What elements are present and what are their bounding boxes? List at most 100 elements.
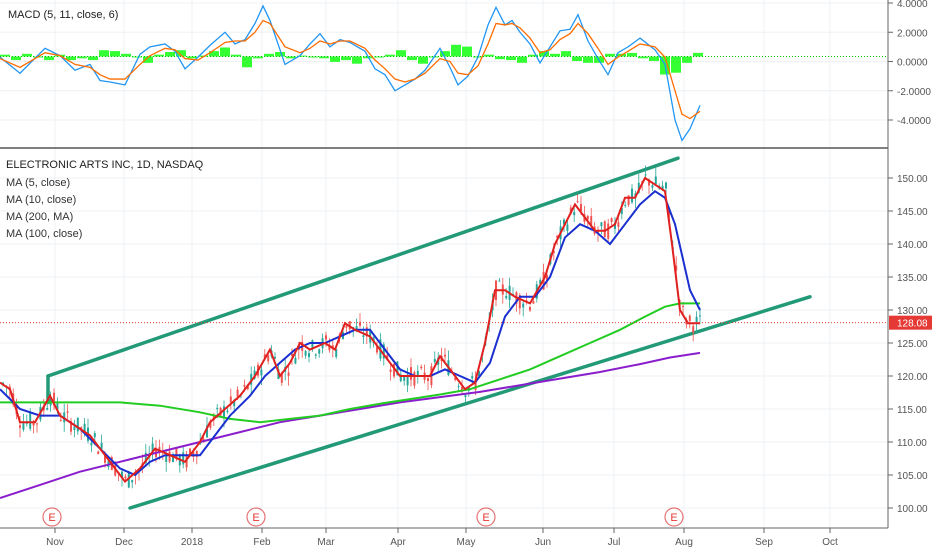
candle-body-52	[178, 455, 181, 466]
candle-body-191	[651, 185, 654, 188]
candle-body-175	[597, 231, 599, 233]
candle-body-167	[569, 207, 572, 214]
xtick-label-9: Aug	[675, 537, 693, 548]
macd-hist-bar-17	[187, 56, 197, 59]
candle-body-82	[280, 372, 283, 383]
macd-hist-bar-24	[264, 53, 274, 57]
macd-title: MACD (5, 11, close, 6)	[8, 9, 118, 21]
candle-body-177	[603, 221, 606, 238]
macd-ytick-label-3: -2.0000	[897, 87, 931, 98]
candle-body-183	[624, 204, 627, 206]
earnings-marker-2	[476, 507, 496, 527]
indicator-ma100[interactable]: MA (100, close)	[6, 228, 82, 240]
macd-hist-bar-10	[110, 51, 120, 57]
candle-body-44	[151, 443, 154, 453]
candle-body-67	[229, 396, 232, 403]
candle-body-16	[56, 401, 59, 410]
indicator-ma10[interactable]: MA (10, close)	[6, 194, 76, 206]
macd-hist-bar-36	[396, 50, 406, 57]
candle-body-178	[607, 223, 610, 239]
candle-body-110	[376, 346, 378, 353]
candle-body-203	[692, 326, 695, 333]
macd-ytick-label-4: -4.0000	[897, 116, 931, 127]
candle-body-57	[195, 450, 198, 457]
candle-body-10	[36, 423, 38, 425]
candle-body-182	[620, 208, 623, 215]
macd-hist-bar-29	[319, 56, 329, 59]
indicator-ma5[interactable]: MA (5, close)	[6, 177, 70, 189]
price-ma-lines	[0, 176, 701, 500]
macd-hist-bar-0	[0, 54, 10, 57]
xtick-label-2: 2018	[181, 537, 204, 548]
candle-body-60	[206, 425, 208, 438]
series-ma-5-close-	[0, 176, 700, 484]
macd-series-macd	[0, 4, 701, 142]
candle-body-17	[59, 419, 62, 421]
macd-hist-bar-27	[297, 55, 307, 57]
macd-hist-bar-20	[220, 47, 230, 57]
xtick-label-10: Sep	[755, 537, 773, 548]
candle-body-96	[328, 345, 331, 351]
x-ticks: Nov Dec 2018 Feb Mar Apr May Jun Jul Aug Sep Oct	[46, 528, 838, 548]
indicator-ma200[interactable]: MA (200, MA)	[6, 211, 73, 223]
earnings-marker-label-3: E	[670, 512, 677, 524]
candle-body-71	[243, 384, 246, 387]
macd-hist-bar-52	[572, 56, 582, 61]
candle-body-91	[311, 340, 314, 349]
macd-hist-bar-59	[649, 56, 659, 61]
candle-body-148	[505, 296, 508, 299]
candle-body-196	[668, 210, 671, 215]
candle-body-160	[546, 275, 548, 282]
candle-body-90	[308, 353, 310, 358]
macd-hist-bar-58	[638, 56, 648, 59]
macd-hist-bar-7	[77, 56, 87, 59]
candle-body-38	[131, 480, 134, 483]
candle-body-21	[73, 426, 76, 431]
macd-ytick-label-0: 4.0000	[897, 0, 928, 10]
candle-body-77	[263, 354, 266, 359]
candle-body-165	[563, 219, 565, 225]
price-ytick-label-4: 130.00	[897, 306, 928, 317]
macd-series-signal	[0, 19, 701, 120]
earnings-marker-3	[664, 507, 684, 527]
macd-hist-bar-1	[11, 56, 21, 61]
candle-body-125	[427, 378, 429, 381]
candle-body-51	[175, 448, 178, 458]
price-ytick-label-0: 150.00	[897, 174, 928, 185]
price-ytick-label-6: 120.00	[897, 372, 928, 383]
macd-hist-bar-16	[176, 50, 186, 57]
candle-body-48	[165, 455, 168, 462]
candle-body-195	[665, 182, 667, 189]
price-ytick-label-2: 140.00	[897, 240, 928, 251]
macd-hist-bar-25	[275, 52, 285, 57]
candle-body-13	[46, 407, 49, 410]
candle-body-63	[216, 407, 219, 410]
macd-hist-bar-21	[231, 54, 241, 57]
xtick-label-0: Nov	[46, 537, 64, 548]
candle-body-84	[287, 372, 290, 376]
macd-hist-bar-42	[462, 46, 472, 57]
candle-body-6	[22, 423, 25, 430]
candle-body-86	[294, 357, 297, 364]
candle-body-170	[580, 203, 582, 211]
candle-body-8	[29, 412, 32, 429]
price-ytick-label-10: 100.00	[897, 504, 928, 515]
candle-body-205	[699, 315, 701, 317]
candle-body-50	[172, 455, 174, 463]
last-price-label: 128.08	[897, 319, 928, 330]
candle-body-130	[444, 354, 446, 357]
xtick-label-1: Dec	[115, 537, 133, 548]
candle-body-136	[464, 395, 467, 397]
candle-body-118	[403, 376, 406, 381]
candle-body-135	[461, 387, 463, 392]
candle-body-24	[83, 423, 86, 433]
candle-body-107	[365, 327, 368, 337]
macd-hist-bar-47	[517, 56, 527, 63]
macd-hist-bar-32	[352, 56, 362, 64]
series-ma-200-ma-	[0, 302, 700, 424]
candle-body-36	[124, 476, 127, 479]
candle-body-180	[614, 222, 616, 230]
candle-body-19	[66, 411, 69, 413]
candle-body-95	[325, 335, 327, 340]
